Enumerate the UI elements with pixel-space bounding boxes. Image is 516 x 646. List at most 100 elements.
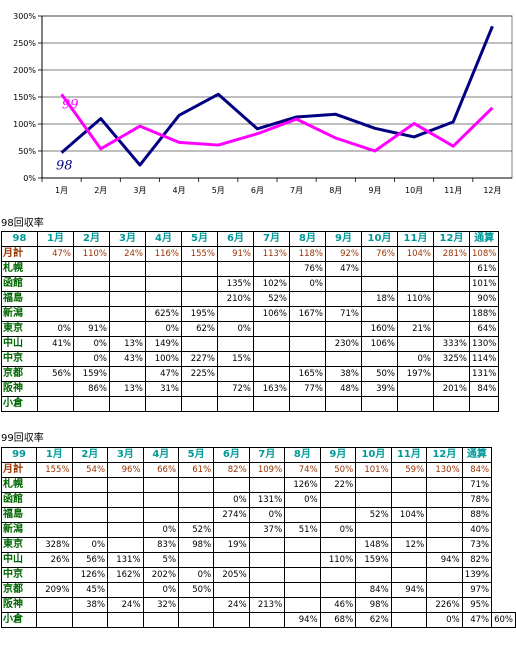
table-cell (325, 396, 362, 412)
table-cell (390, 492, 428, 508)
y-tick-label: 300% (13, 12, 36, 21)
table-cell: 47% (461, 612, 493, 628)
table-cell: 0% (73, 336, 110, 352)
table-cell: 102% (253, 276, 290, 292)
table-cell (71, 612, 109, 628)
table-cell: 41% (37, 336, 74, 352)
table-cell (109, 306, 146, 322)
venue-label: 京都 (0, 582, 38, 598)
x-tick-label: 10月 (405, 186, 423, 195)
table-cell (319, 537, 357, 553)
table-cell (355, 567, 392, 583)
table-cell: 12% (390, 537, 428, 553)
table-cell: 19% (213, 537, 250, 553)
table-cell: 38% (325, 366, 362, 382)
table-cell (178, 477, 215, 493)
column-header: 通算 (461, 447, 493, 463)
table-cell: 167% (289, 306, 326, 322)
venue-label: 札幌 (0, 477, 38, 493)
table-cell (109, 261, 146, 277)
column-header: 9月 (319, 447, 357, 463)
table-cell (397, 276, 434, 292)
column-header: 4月 (145, 231, 182, 247)
table-cell (71, 522, 109, 538)
table-cell: 0% (289, 276, 326, 292)
table-cell: 113% (253, 246, 290, 262)
table-cell: 40% (461, 522, 493, 538)
table-cell (217, 261, 254, 277)
table-cell: 76% (361, 246, 398, 262)
table-cell (142, 477, 180, 493)
chart-area: 0% 50% 100% 150% 200% 250% 300% 1月 2月 3月 4月 5月 6月 7月 8… (0, 0, 516, 210)
table-cell: 21% (397, 321, 434, 337)
table-row: 中山 41% 0% 13% 149% 230% 106% 333% 130% (1, 336, 500, 352)
line-chart: 0% 50% 100% 150% 200% 250% 300% 1月 2月 3月 4月 5月 6月 7月 8… (13, 12, 513, 195)
table-cell (178, 507, 215, 523)
table-cell (390, 552, 428, 568)
table-cell (433, 396, 470, 412)
table-cell: 131% (468, 366, 500, 382)
venue-label: 中京 (0, 567, 38, 583)
table-cell (248, 537, 286, 553)
x-tick-label: 9月 (368, 186, 381, 195)
venue-label: 小倉 (0, 612, 38, 628)
table-cell: 76% (289, 261, 326, 277)
table-cell (433, 321, 470, 337)
table-cell: 101% (355, 462, 392, 478)
table-99-title: 99回収率 (1, 433, 44, 444)
venue-label: 小倉 (1, 396, 38, 412)
table-cell: 84% (468, 381, 500, 397)
table-cell: 131% (248, 492, 286, 508)
table-cell: 54% (71, 462, 109, 478)
table-cell: 0% (142, 522, 180, 538)
table-cell (361, 396, 398, 412)
table-cell (253, 336, 290, 352)
table-cell (107, 612, 144, 628)
table-cell: 197% (397, 366, 434, 382)
table-cell: 201% (433, 381, 470, 397)
table-cell: 50% (319, 462, 357, 478)
table-cell: 24% (109, 246, 146, 262)
header-row: 98 1月 2月 3月 4月 5月 6月 7月 8月 9月 10月 11月 12月 通算 (1, 231, 500, 247)
column-header: 11月 (390, 447, 428, 463)
table-cell: 47% (145, 366, 182, 382)
table-cell (319, 507, 357, 523)
table-cell (37, 276, 74, 292)
table-cell (289, 336, 326, 352)
series-line-99 (60, 93, 494, 153)
table-cell (36, 567, 73, 583)
table-cell (217, 336, 254, 352)
table-cell: 202% (142, 567, 180, 583)
table-cell: 84% (355, 582, 392, 598)
table-cell: 148% (355, 537, 392, 553)
table-cell: 47% (325, 261, 362, 277)
table-cell: 5% (142, 552, 180, 568)
table-cell: 92% (325, 246, 362, 262)
table-cell: 106% (361, 336, 398, 352)
table-cell (325, 276, 362, 292)
column-header: 2月 (71, 447, 109, 463)
column-header: 6月 (217, 231, 254, 247)
table-cell: 333% (433, 336, 470, 352)
table-cell (397, 336, 434, 352)
table-cell (142, 507, 180, 523)
table-cell (181, 291, 218, 307)
table-cell: 96% (107, 462, 144, 478)
table-cell (248, 582, 286, 598)
table-row: 福島 274% 0% 52% 104% 88% (0, 507, 516, 523)
table-cell (390, 567, 428, 583)
table-cell (181, 396, 218, 412)
y-tick-label: 50% (18, 147, 36, 156)
table-cell (289, 291, 326, 307)
venue-label: 中山 (1, 336, 38, 352)
table-cell: 26% (36, 552, 73, 568)
monthly-total-row: 月計 47% 110% 24% 116% 155% 91% 113% 118% 92% 76% 104… (1, 246, 500, 262)
table-cell: 60% (491, 612, 516, 628)
table-cell: 39% (361, 381, 398, 397)
table-cell (355, 477, 392, 493)
table-cell: 31% (145, 381, 182, 397)
table-cell: 0% (248, 507, 286, 523)
table-cell (433, 366, 470, 382)
table-cell: 47% (37, 246, 74, 262)
table-cell (426, 582, 463, 598)
